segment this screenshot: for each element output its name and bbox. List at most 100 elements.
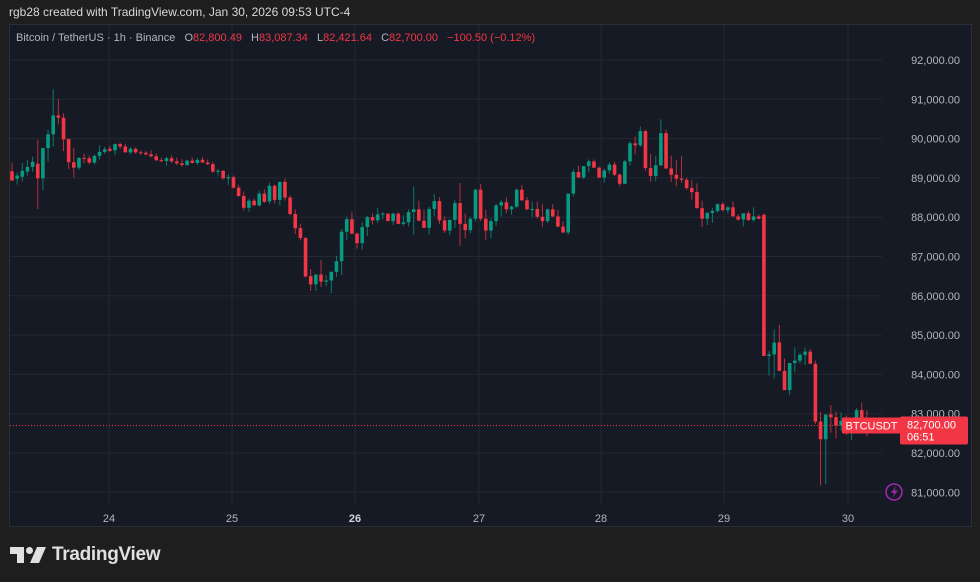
candle-down[interactable] (777, 342, 782, 371)
candle-up[interactable] (530, 208, 534, 210)
candle-down[interactable] (535, 208, 540, 217)
candle-down[interactable] (592, 161, 596, 168)
candle-down[interactable] (484, 218, 488, 231)
candle-up[interactable] (344, 219, 349, 232)
candle-down[interactable] (417, 209, 421, 221)
candle-down[interactable] (133, 148, 138, 153)
candle-up[interactable] (185, 160, 189, 165)
candle-up[interactable] (51, 115, 55, 135)
candle-up[interactable] (360, 227, 364, 244)
candle-down[interactable] (236, 187, 241, 196)
candle-down[interactable] (288, 197, 292, 215)
candle-down[interactable] (396, 213, 401, 224)
candle-down[interactable] (540, 216, 545, 222)
candle-down[interactable] (262, 193, 267, 202)
candle-down[interactable] (200, 159, 205, 163)
candle-up[interactable] (607, 164, 612, 171)
candle-up[interactable] (278, 181, 282, 200)
candle-down[interactable] (442, 220, 447, 231)
candle-down[interactable] (617, 174, 622, 184)
candle-up[interactable] (499, 202, 504, 206)
candle-up[interactable] (30, 161, 35, 167)
candle-up[interactable] (587, 161, 591, 167)
candle-down[interactable] (159, 160, 164, 162)
candle-down[interactable] (695, 192, 699, 209)
candle-down[interactable] (782, 370, 787, 391)
chart-panel[interactable]: 92,000.00 91,000.00 90,000.00 89,000.00 88,0… (9, 24, 972, 527)
candle-up[interactable] (566, 193, 570, 233)
candle-up[interactable] (195, 159, 200, 163)
candle-up[interactable] (787, 363, 792, 391)
candle-down[interactable] (138, 152, 143, 154)
candle-up[interactable] (705, 212, 710, 219)
candle-up[interactable] (25, 166, 30, 172)
candle-down[interactable] (108, 148, 112, 151)
candle-up[interactable] (365, 217, 370, 228)
candle-down[interactable] (690, 188, 694, 193)
candle-up[interactable] (46, 134, 50, 149)
candle-down[interactable] (520, 189, 524, 201)
candle-up[interactable] (432, 201, 437, 209)
candle-down[interactable] (731, 207, 735, 217)
candle-up[interactable] (391, 213, 395, 222)
candle-up[interactable] (638, 131, 643, 146)
candle-down[interactable] (561, 226, 565, 233)
candle-up[interactable] (447, 219, 452, 231)
candle-down[interactable] (56, 115, 61, 118)
candle-down[interactable] (118, 144, 122, 147)
candle-down[interactable] (808, 351, 813, 364)
candle-up[interactable] (823, 414, 828, 440)
candle-up[interactable] (92, 155, 97, 163)
candle-up[interactable] (839, 420, 843, 426)
candle-up[interactable] (216, 170, 220, 172)
candle-up[interactable] (381, 213, 385, 215)
candle-down[interactable] (648, 168, 653, 176)
candle-up[interactable] (97, 151, 102, 156)
candle-up[interactable] (545, 209, 550, 222)
candle-down[interactable] (664, 133, 668, 169)
candle-up[interactable] (473, 189, 478, 219)
candle-down[interactable] (231, 177, 236, 188)
candle-up[interactable] (468, 218, 473, 231)
candle-up[interactable] (102, 149, 107, 152)
candle-up[interactable] (803, 351, 807, 355)
candle-down[interactable] (643, 131, 648, 169)
candle-down[interactable] (437, 201, 442, 221)
candle-down[interactable] (211, 164, 215, 172)
candle-up[interactable] (427, 208, 431, 228)
candle-up[interactable] (509, 206, 514, 210)
candle-down[interactable] (169, 158, 174, 162)
candle-down[interactable] (612, 164, 617, 175)
candle-up[interactable] (571, 172, 576, 194)
candle-down[interactable] (35, 163, 40, 179)
candle-down[interactable] (597, 167, 601, 178)
candle-down[interactable] (293, 214, 298, 229)
candle-up[interactable] (751, 216, 756, 220)
candle-up[interactable] (489, 221, 493, 231)
candle-down[interactable] (458, 203, 462, 224)
candle-down[interactable] (154, 156, 158, 161)
candle-up[interactable] (406, 212, 411, 223)
candle-down[interactable] (736, 216, 740, 220)
candle-down[interactable] (350, 219, 354, 234)
candle-up[interactable] (741, 213, 746, 220)
candle-down[interactable] (576, 172, 581, 178)
candle-down[interactable] (10, 171, 14, 181)
candle-down[interactable] (633, 143, 637, 146)
candle-down[interactable] (556, 216, 560, 227)
candle-up[interactable] (798, 354, 802, 361)
candle-up[interactable] (113, 144, 117, 151)
lightning-icon[interactable] (885, 483, 903, 501)
candle-up[interactable] (128, 148, 133, 153)
candle-down[interactable] (700, 208, 704, 219)
candle-down[interactable] (87, 158, 92, 163)
candle-down[interactable] (818, 421, 823, 440)
candle-down[interactable] (303, 238, 308, 277)
candle-up[interactable] (401, 222, 406, 224)
candle-up[interactable] (710, 210, 715, 213)
candle-down[interactable] (205, 162, 210, 165)
symbol-description[interactable]: Bitcoin / TetherUS · 1h · Binance (16, 32, 176, 44)
candle-down[interactable] (504, 202, 509, 210)
candle-up[interactable] (77, 157, 81, 168)
candle-up[interactable] (767, 354, 771, 356)
